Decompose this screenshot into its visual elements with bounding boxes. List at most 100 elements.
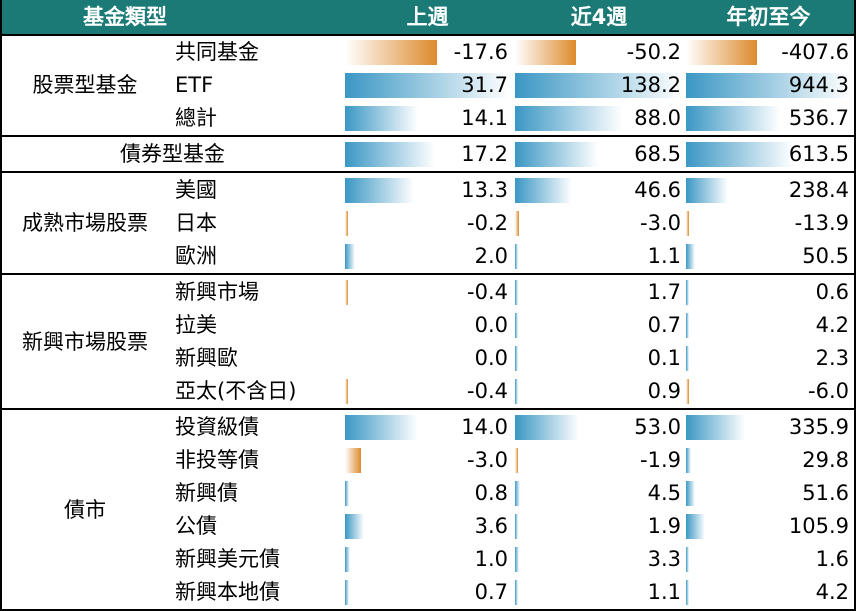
value-label: 46.6 <box>634 178 681 202</box>
value-label: 944.3 <box>788 73 849 97</box>
value-cell-last-4-weeks: 1.9 <box>515 510 683 543</box>
value-cell-last-4-weeks: 53.0 <box>515 411 683 444</box>
table-row: 非投等債 -3.0 -1.9 29.8 <box>0 444 856 477</box>
data-bar <box>686 244 695 269</box>
value-cell-year-to-date: 1.6 <box>686 543 851 576</box>
table-row: 新興歐 0.0 0.1 2.3 <box>0 342 856 375</box>
data-bar <box>686 106 780 131</box>
value-label: 0.7 <box>647 313 681 337</box>
data-bar <box>345 40 437 65</box>
value-cell-year-to-date: 238.4 <box>686 174 851 207</box>
value-label: 1.7 <box>647 280 681 304</box>
table-row: 新興美元債 1.0 3.3 1.6 <box>0 543 856 576</box>
value-label: 536.7 <box>788 106 849 130</box>
data-bar <box>345 415 418 440</box>
data-bar <box>345 448 361 473</box>
value-label: 50.5 <box>802 244 849 268</box>
value-label: -3.0 <box>640 211 681 235</box>
data-bar <box>515 514 518 539</box>
value-label: 1.1 <box>647 244 681 268</box>
table-row: 歐洲 2.0 1.1 50.5 <box>0 240 856 273</box>
divider <box>0 273 856 275</box>
value-label: 0.8 <box>474 481 508 505</box>
value-label: -1.9 <box>640 448 681 472</box>
data-bar <box>686 580 689 605</box>
data-bar <box>515 580 518 605</box>
value-cell-last-week: 0.8 <box>345 477 510 510</box>
value-cell-last-week: -0.4 <box>345 375 510 408</box>
value-cell-last-week: -0.4 <box>345 276 510 309</box>
group-label: 成熟市場股票 <box>22 211 148 235</box>
row-label: 日本 <box>175 211 217 235</box>
value-label: 0.0 <box>474 313 508 337</box>
data-bar <box>345 142 435 167</box>
value-cell-year-to-date: 105.9 <box>686 510 851 543</box>
value-label: 14.1 <box>461 106 508 130</box>
value-label: 138.2 <box>620 73 681 97</box>
divider <box>0 135 856 137</box>
value-label: 2.0 <box>474 244 508 268</box>
value-label: 0.7 <box>474 580 508 604</box>
value-label: 13.3 <box>461 178 508 202</box>
data-bar <box>345 379 348 404</box>
value-label: 2.3 <box>815 346 849 370</box>
value-label: -407.6 <box>781 40 849 64</box>
data-bar <box>515 106 622 131</box>
value-cell-last-week: 14.0 <box>345 411 510 444</box>
value-label: 105.9 <box>788 514 849 538</box>
header-fund-type: 基金類型 <box>83 5 167 29</box>
data-bar <box>515 73 683 98</box>
table-border <box>854 0 856 611</box>
value-label: 0.0 <box>474 346 508 370</box>
data-bar <box>686 547 689 572</box>
value-label: 4.2 <box>815 580 849 604</box>
value-label: -0.2 <box>467 211 508 235</box>
data-bar <box>515 178 572 203</box>
data-bar <box>345 211 348 236</box>
value-label: -0.4 <box>467 379 508 403</box>
value-cell-last-4-weeks: 88.0 <box>515 102 683 135</box>
value-cell-year-to-date: 51.6 <box>686 477 851 510</box>
value-label: -50.2 <box>626 40 681 64</box>
data-bar <box>515 481 521 506</box>
data-bar <box>515 40 577 65</box>
value-cell-last-4-weeks: 68.5 <box>515 138 683 171</box>
row-label: 非投等債 <box>175 448 259 472</box>
data-bar <box>345 73 510 98</box>
data-bar <box>686 178 728 203</box>
value-cell-year-to-date: -407.6 <box>686 36 851 69</box>
value-cell-last-week: 1.0 <box>345 543 510 576</box>
value-label: 53.0 <box>634 415 681 439</box>
value-cell-year-to-date: 335.9 <box>686 411 851 444</box>
header-last-week: 上週 <box>406 5 449 29</box>
row-label: 公債 <box>175 514 217 538</box>
divider <box>0 171 856 173</box>
value-cell-last-week: 0.7 <box>345 576 510 609</box>
data-bar <box>345 547 351 572</box>
value-cell-last-4-weeks: 0.1 <box>515 342 683 375</box>
value-label: 14.0 <box>461 415 508 439</box>
table-row: 總計 14.1 88.0 536.7 <box>0 102 856 135</box>
row-label: 總計 <box>175 106 217 130</box>
value-cell-last-week: 2.0 <box>345 240 510 273</box>
data-bar <box>686 211 689 236</box>
table-border <box>0 0 2 611</box>
data-bar <box>686 142 794 167</box>
data-bar <box>515 313 518 338</box>
row-label: ETF <box>175 73 214 97</box>
table-row: 亞太(不含日) -0.4 0.9 -6.0 <box>0 375 856 408</box>
row-label: 新興美元債 <box>175 547 280 571</box>
value-label: 51.6 <box>802 481 849 505</box>
value-label: 1.0 <box>474 547 508 571</box>
value-label: 1.1 <box>647 580 681 604</box>
table-row: 公債 3.6 1.9 105.9 <box>0 510 856 543</box>
row-label: 亞太(不含日) <box>175 379 297 403</box>
value-label: 29.8 <box>802 448 849 472</box>
value-cell-last-4-weeks: -3.0 <box>515 207 683 240</box>
data-bar <box>515 244 518 269</box>
value-label: 335.9 <box>788 415 849 439</box>
data-bar <box>345 280 348 305</box>
data-bar <box>345 514 364 539</box>
row-label: 新興本地債 <box>175 580 280 604</box>
